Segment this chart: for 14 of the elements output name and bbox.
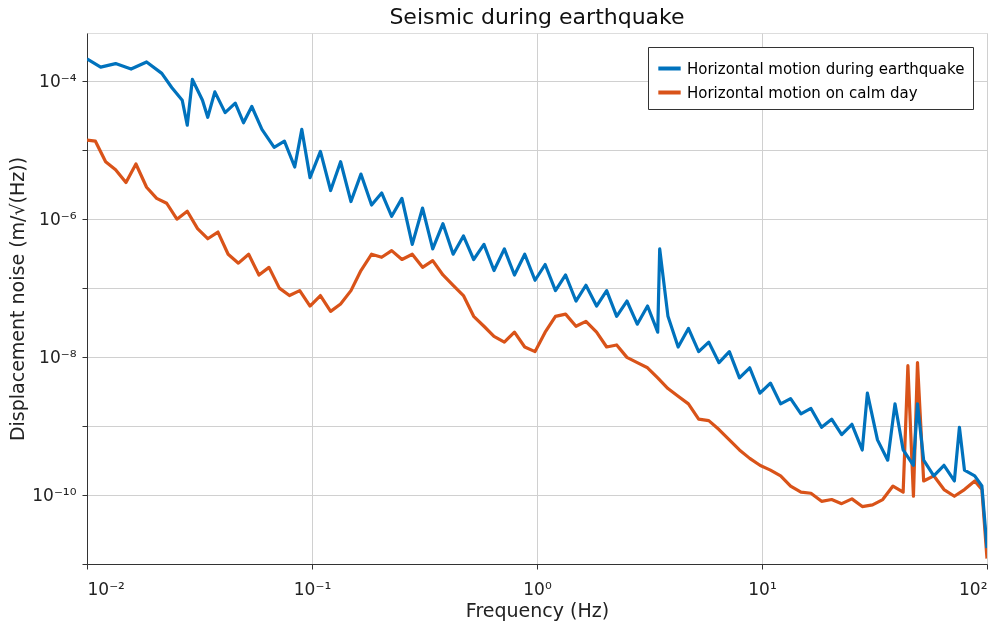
- x-tick-label: 10⁻¹: [293, 578, 332, 599]
- chart-title: Seismic during earthquake: [389, 4, 685, 29]
- legend-label: Horizontal motion during earthquake: [687, 59, 965, 78]
- x-axis-title: Frequency (Hz): [465, 598, 610, 621]
- y-axis-title: Displacement noise (m/√(Hz)): [6, 156, 29, 442]
- x-tick-label: 10⁻²: [87, 578, 125, 599]
- y-tick-label: 10⁻⁸: [39, 346, 77, 367]
- x-tick-label: 10⁰: [523, 578, 552, 599]
- y-tick-label: 10⁻⁶: [39, 208, 77, 229]
- y-tick-label: 10⁻⁴: [39, 70, 77, 91]
- y-tick-label: 10⁻¹⁰: [32, 484, 77, 505]
- x-tick-label: 10¹: [748, 578, 777, 599]
- legend-label: Horizontal motion on calm day: [687, 83, 918, 102]
- x-tick-label: 10²: [959, 578, 988, 599]
